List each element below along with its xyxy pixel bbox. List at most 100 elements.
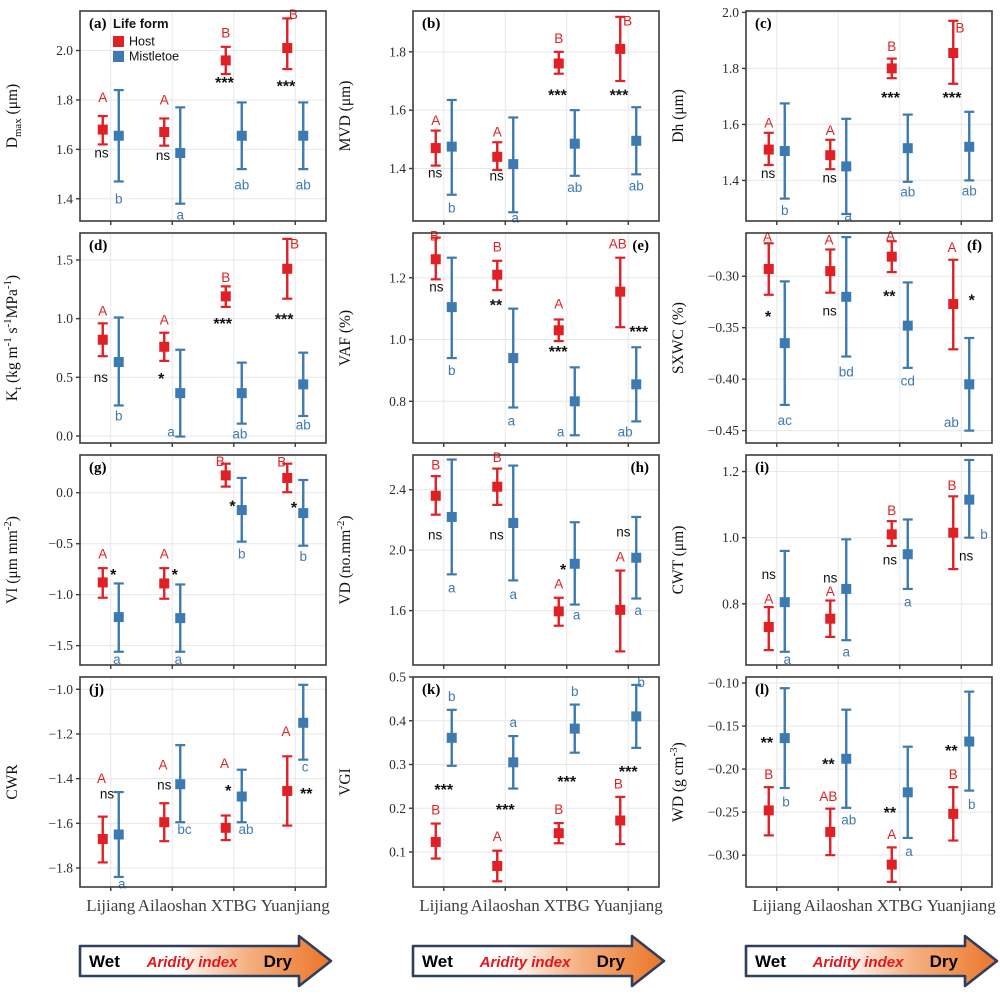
group-letter-label: a [783, 652, 791, 667]
significance-label: ns [94, 146, 109, 161]
y-tick-label: 0.2 [389, 801, 406, 816]
mean-marker [282, 43, 293, 54]
significance-label: *** [943, 90, 962, 107]
significance-label: *** [557, 774, 576, 791]
mean-marker [236, 791, 247, 802]
mean-marker [282, 785, 293, 796]
mean-marker [948, 808, 959, 819]
group-letter-label: ab [618, 425, 633, 440]
significance-label: ns [156, 148, 171, 163]
plot-border [745, 10, 993, 222]
group-letter-label: A [160, 312, 169, 327]
group-letter-label: B [614, 776, 623, 791]
y-tick-label: −1.5 [49, 638, 74, 653]
mean-marker [159, 578, 170, 589]
mean-marker [902, 320, 913, 331]
y-tick-label: 1.8 [389, 44, 406, 59]
series-host [430, 467, 626, 653]
host-xtbg-errorbar [553, 50, 564, 75]
group-letter-label: B [493, 239, 502, 254]
series-host [763, 240, 959, 351]
y-axis-title: Kt (kg m-1 s-1MPa-1) [2, 275, 24, 401]
mean-marker [948, 48, 959, 58]
mistletoe-lijiang-errorbar [113, 582, 124, 653]
annotations: A A B Bb a ab ab ns ns *** *** [428, 14, 644, 226]
mean-marker [841, 583, 852, 594]
mean-marker [430, 254, 441, 265]
arrow-wet-label: Wet [422, 952, 453, 971]
mean-marker [964, 379, 975, 390]
group-letter-label: B [221, 270, 230, 285]
plot-border [412, 232, 660, 444]
series-mistletoe [446, 98, 642, 214]
y-axis-title: VAF (%) [337, 310, 354, 366]
group-letter-label: A [887, 827, 896, 842]
site-label-xtbg: XTBG [876, 896, 923, 915]
series-mistletoe [446, 683, 642, 790]
host-lijiang-errorbar [97, 114, 108, 146]
group-letter-label: A [826, 123, 835, 138]
mean-marker [492, 481, 503, 492]
mistletoe-yuanjiang-errorbar [964, 336, 975, 432]
y-tick-label: 1.2 [722, 464, 739, 479]
mean-marker [964, 141, 975, 152]
mistletoe-lijiang-errorbar [446, 708, 457, 767]
group-letter-label: b [115, 191, 123, 206]
panel-tag: (e) [632, 238, 649, 254]
y-tick-label: −0.25 [708, 805, 739, 820]
mean-marker [948, 299, 959, 310]
y-axis: 0.1 0.2 0.3 0.4 0.5 [389, 670, 413, 860]
y-tick-label: 1.6 [389, 103, 406, 118]
host-yuanjiang-errorbar [282, 462, 293, 494]
series-host [763, 495, 959, 652]
site-axis-col-2: Lijiang Ailaoshan XTBG Yuanjiang [333, 895, 666, 925]
aridity-arrows-row: Wet Aridity index Dry Wet Aridity index … [0, 931, 999, 993]
mistletoe-yuanjiang-errorbar [631, 106, 642, 176]
mean-marker [948, 527, 959, 538]
significance-label: ns [428, 528, 443, 543]
mean-marker [446, 141, 457, 152]
mean-marker [298, 379, 309, 390]
group-letter-label: b [637, 675, 645, 690]
group-letter-label: A [764, 116, 773, 131]
arrow-aridity-label: Aridity index [479, 954, 572, 971]
mean-marker [902, 143, 913, 154]
panel-tag: (g) [89, 460, 107, 476]
group-letter-label: B [949, 767, 958, 782]
mean-marker [220, 470, 231, 481]
significance-label: * [765, 309, 772, 326]
series-mistletoe [779, 687, 975, 840]
significance-label: ** [945, 743, 958, 760]
mistletoe-xtbg-errorbar [902, 745, 913, 840]
host-yuanjiang-errorbar [615, 569, 626, 653]
mean-marker [220, 291, 231, 302]
mean-marker [492, 269, 503, 280]
y-axis: −0.10 −0.15 −0.20 −0.25 −0.30 [708, 676, 746, 863]
mean-marker [569, 396, 580, 407]
host-xtbg-errorbar [886, 240, 897, 274]
mean-marker [113, 612, 124, 623]
mean-marker [964, 494, 975, 505]
arrow-shape [78, 934, 333, 988]
significance-label: *** [619, 764, 638, 781]
mistletoe-lijiang-errorbar [446, 458, 457, 576]
mean-marker [492, 861, 503, 871]
mean-marker [569, 138, 580, 149]
legend-title: Life form [113, 16, 169, 31]
mistletoe-ailaoshan-errorbar [175, 744, 186, 824]
group-letter-label: ab [962, 184, 977, 199]
panel-a-chart: 1.4 1.6 1.8 2.0 A A B Bb a ab ab ns ns *** *** Dmax (μm… [4, 7, 327, 225]
mistletoe-yuanjiang-errorbar [964, 458, 975, 539]
group-letter-label: A [554, 297, 563, 312]
group-letter-label: A [431, 113, 440, 128]
y-tick-label: −1.0 [49, 587, 74, 602]
panel-tag: (d) [89, 238, 107, 254]
host-ailaoshan-errorbar [159, 567, 170, 600]
significance-label: *** [549, 344, 568, 361]
significance-label: ** [883, 288, 896, 305]
significance-label: *** [548, 88, 567, 105]
arrow-shape [411, 934, 666, 988]
mistletoe-xtbg-errorbar [569, 366, 580, 437]
host-yuanjiang-errorbar [282, 237, 293, 300]
